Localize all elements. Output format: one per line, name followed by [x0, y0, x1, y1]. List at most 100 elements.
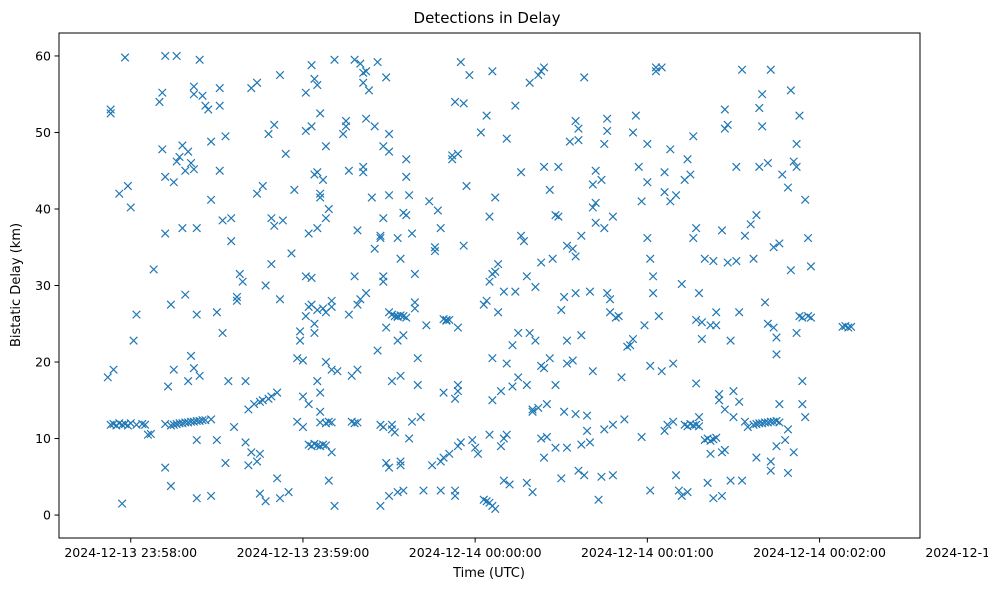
data-point	[155, 97, 164, 107]
data-point	[221, 132, 230, 141]
data-point	[387, 376, 397, 386]
data-point	[732, 162, 741, 172]
data-point	[545, 353, 554, 363]
data-point	[278, 216, 288, 225]
data-point	[539, 363, 549, 373]
y-tick-label: 10	[35, 431, 51, 446]
data-point	[462, 181, 471, 191]
data-point	[315, 407, 325, 416]
data-point	[792, 162, 801, 172]
data-point	[410, 304, 420, 313]
data-point	[344, 310, 354, 319]
data-point	[697, 318, 707, 327]
data-point	[536, 67, 546, 76]
data-point	[499, 287, 509, 296]
data-point	[413, 353, 422, 363]
data-point	[574, 124, 583, 133]
data-point	[522, 478, 532, 488]
data-point	[660, 187, 669, 197]
data-point	[631, 111, 641, 120]
data-point	[734, 308, 744, 317]
data-point	[313, 376, 322, 386]
data-point	[172, 51, 181, 61]
data-point	[516, 168, 526, 177]
data-point	[215, 166, 224, 175]
data-point	[218, 328, 227, 338]
data-point	[691, 223, 701, 233]
data-point	[284, 487, 293, 497]
data-point	[146, 429, 156, 439]
data-point	[651, 67, 661, 76]
data-point	[287, 249, 296, 258]
data-point	[545, 185, 554, 195]
data-point	[330, 55, 339, 65]
data-point	[476, 128, 486, 137]
data-point	[295, 336, 305, 345]
data-point	[241, 376, 250, 386]
data-point	[783, 183, 793, 192]
data-point	[766, 457, 775, 466]
data-point	[126, 419, 135, 428]
data-point	[315, 388, 325, 397]
data-point	[571, 116, 580, 126]
data-point	[304, 399, 313, 409]
data-point	[433, 206, 443, 215]
data-point	[195, 55, 204, 65]
data-point	[660, 168, 669, 177]
data-point	[502, 134, 511, 143]
data-point	[677, 491, 687, 501]
data-point	[783, 425, 793, 434]
data-point	[410, 269, 420, 279]
data-point	[229, 422, 239, 432]
data-point	[252, 189, 262, 198]
data-point	[493, 308, 503, 317]
y-tick-label: 60	[35, 48, 51, 63]
data-point	[772, 333, 781, 342]
data-point	[505, 480, 514, 489]
data-point	[281, 149, 290, 159]
data-point	[255, 449, 265, 459]
data-point	[666, 145, 675, 154]
data-point	[789, 448, 798, 457]
data-point	[717, 226, 727, 235]
data-point	[755, 103, 764, 113]
data-point	[582, 426, 592, 436]
data-point	[272, 388, 282, 397]
data-point	[726, 476, 735, 485]
data-point	[677, 279, 687, 289]
data-point	[657, 366, 666, 376]
data-point	[304, 229, 313, 238]
data-point	[261, 497, 270, 506]
data-point	[189, 82, 199, 91]
data-point	[103, 373, 113, 382]
data-point	[453, 323, 463, 332]
data-point	[513, 328, 523, 338]
data-point	[450, 486, 460, 495]
data-point	[158, 145, 167, 154]
data-point	[232, 292, 242, 302]
y-tick-label: 0	[43, 508, 51, 523]
data-point	[643, 233, 652, 243]
data-point	[534, 70, 543, 80]
data-point	[623, 342, 632, 351]
data-point	[407, 417, 417, 426]
data-point	[267, 213, 276, 223]
data-point	[160, 229, 170, 238]
data-point	[192, 223, 201, 233]
data-point	[602, 288, 612, 298]
data-point	[737, 65, 747, 74]
data-point	[445, 449, 454, 459]
data-point	[488, 396, 497, 405]
data-point	[671, 471, 681, 480]
data-point	[310, 319, 319, 328]
data-point	[318, 175, 328, 185]
data-point	[292, 353, 302, 363]
data-point	[358, 162, 368, 172]
data-point	[720, 405, 730, 414]
data-point	[766, 466, 775, 475]
data-point	[393, 487, 402, 497]
data-point	[536, 258, 546, 267]
data-point	[315, 193, 325, 202]
data-point	[511, 287, 520, 296]
